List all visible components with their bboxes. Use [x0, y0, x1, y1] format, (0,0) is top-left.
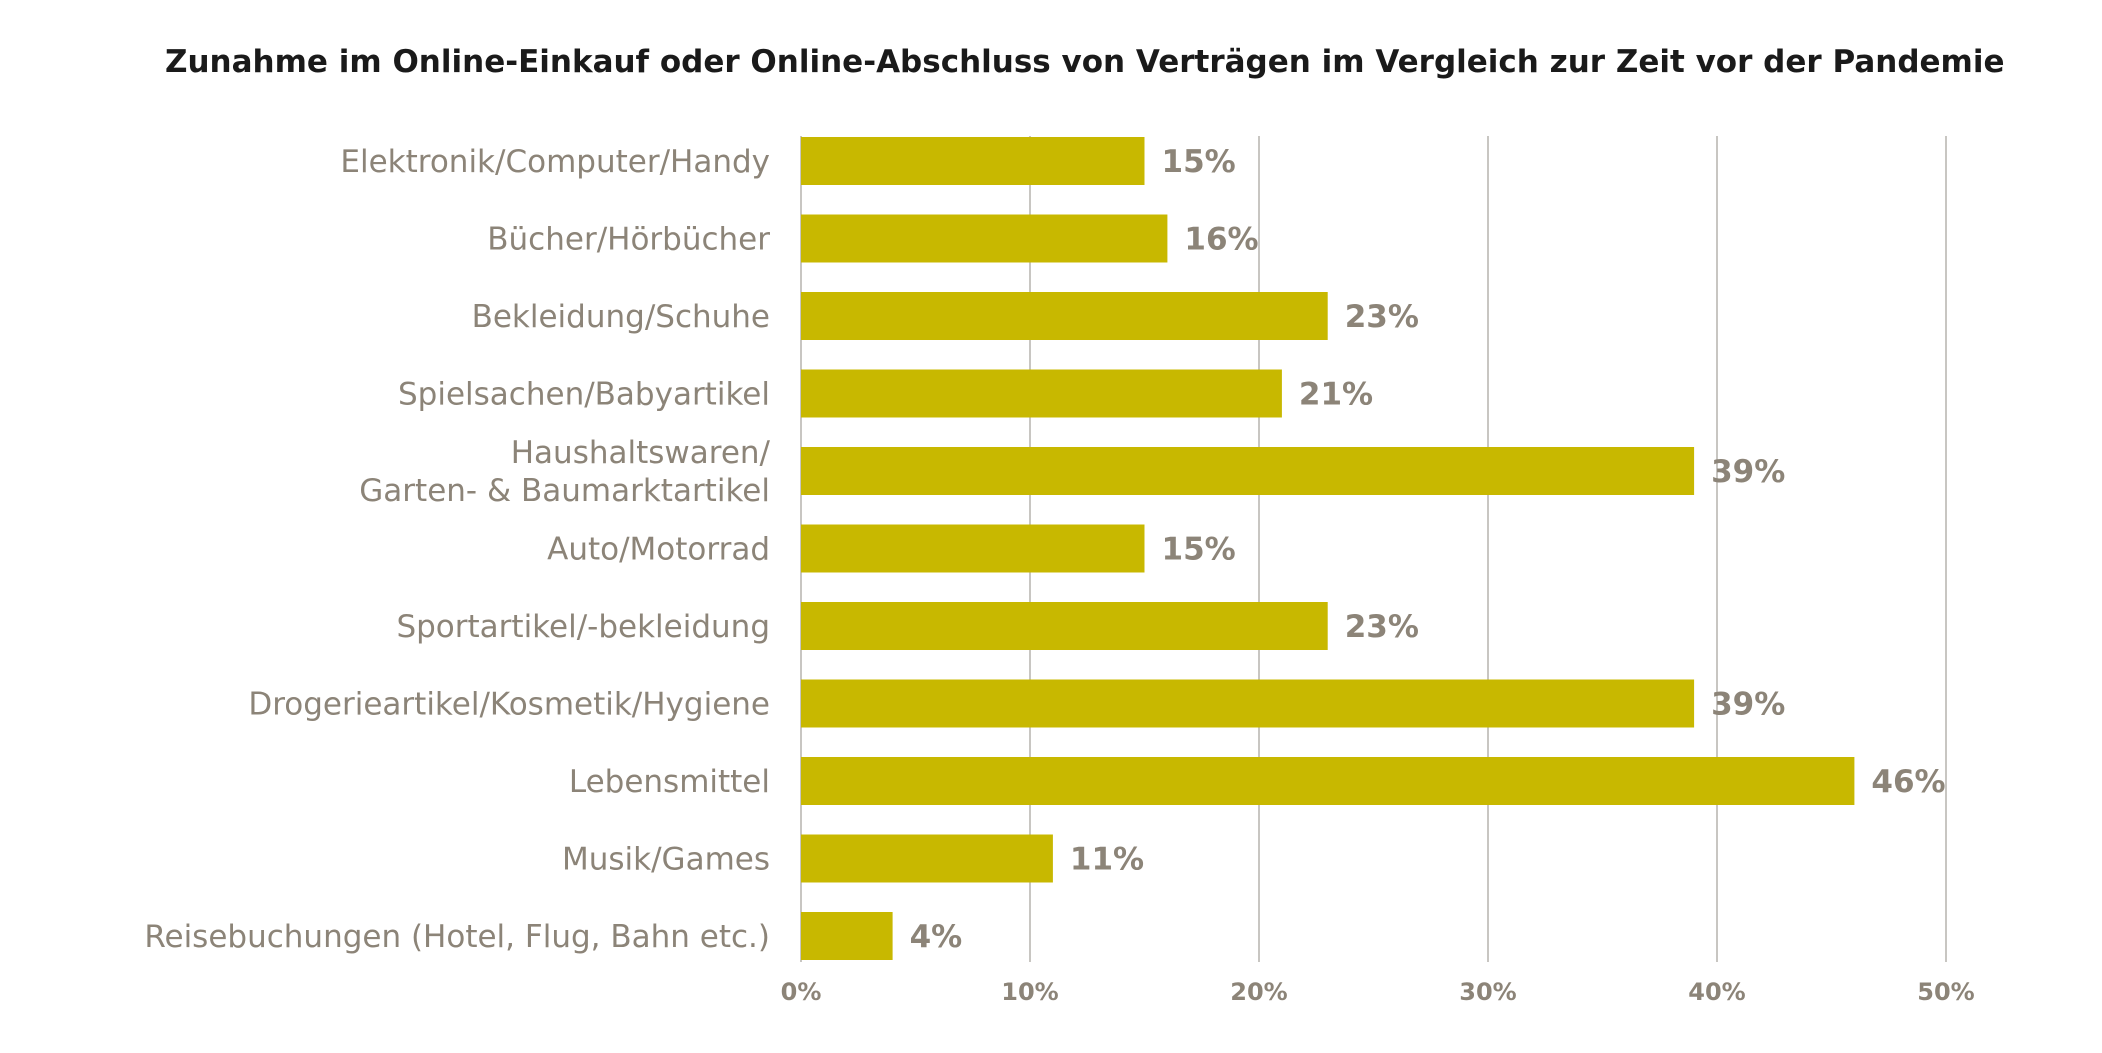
- value-labels: 15% 16% 23% 21% 39% 15% 23% 39% 46% 11% 4%: [910, 144, 1946, 955]
- x-tick-label: 30%: [1459, 978, 1516, 1006]
- category-label: Drogerieartikel/Kosmetik/Hygiene: [248, 687, 770, 723]
- category-label: Sportartikel/-bekleidung: [396, 609, 770, 645]
- value-label: 15%: [1162, 144, 1236, 180]
- category-label: Bekleidung/Schuhe: [472, 299, 770, 335]
- bar: [801, 602, 1328, 650]
- x-tick-label: 10%: [1001, 978, 1058, 1006]
- bar: [801, 447, 1695, 495]
- value-label: 15%: [1162, 532, 1236, 568]
- bar: [801, 834, 1053, 883]
- x-tick-label: 50%: [1917, 978, 1974, 1006]
- bar: [801, 214, 1168, 263]
- chart-title: Zunahme im Online-Einkauf oder Online-Ab…: [165, 44, 2005, 80]
- bar: [801, 912, 893, 960]
- category-labels: Elektronik/Computer/Handy Bücher/Hörbüche…: [144, 144, 770, 955]
- bar: [801, 757, 1855, 805]
- bar: [801, 679, 1695, 728]
- value-label: 39%: [1711, 454, 1785, 490]
- x-axis-tick-labels: 0% 10% 20% 30% 40% 50%: [781, 978, 1975, 1006]
- x-tick-label: 40%: [1688, 978, 1745, 1006]
- value-label: 4%: [910, 919, 963, 955]
- category-label: Musik/Games: [562, 842, 770, 878]
- value-label: 39%: [1711, 687, 1785, 723]
- category-label: Haushaltswaren/Garten- & Baumarktartikel: [359, 435, 770, 509]
- value-label: 23%: [1345, 609, 1419, 645]
- category-label: Bücher/Hörbücher: [487, 222, 770, 258]
- bar: [801, 369, 1282, 418]
- category-label: Auto/Motorrad: [547, 532, 770, 568]
- category-label: Reisebuchungen (Hotel, Flug, Bahn etc.): [144, 919, 770, 955]
- bars: [801, 137, 1855, 960]
- bar: [801, 137, 1145, 185]
- category-label: Lebensmittel: [569, 764, 770, 800]
- x-tick-label: 20%: [1230, 978, 1287, 1006]
- category-label: Elektronik/Computer/Handy: [340, 144, 770, 180]
- bar: [801, 292, 1328, 340]
- value-label: 23%: [1345, 299, 1419, 335]
- value-label: 16%: [1184, 222, 1258, 258]
- value-label: 46%: [1871, 764, 1945, 800]
- value-label: 21%: [1299, 377, 1373, 413]
- value-label: 11%: [1070, 842, 1144, 878]
- bar: [801, 524, 1145, 573]
- category-label: Spielsachen/Babyartikel: [398, 377, 770, 413]
- x-tick-label: 0%: [781, 978, 822, 1006]
